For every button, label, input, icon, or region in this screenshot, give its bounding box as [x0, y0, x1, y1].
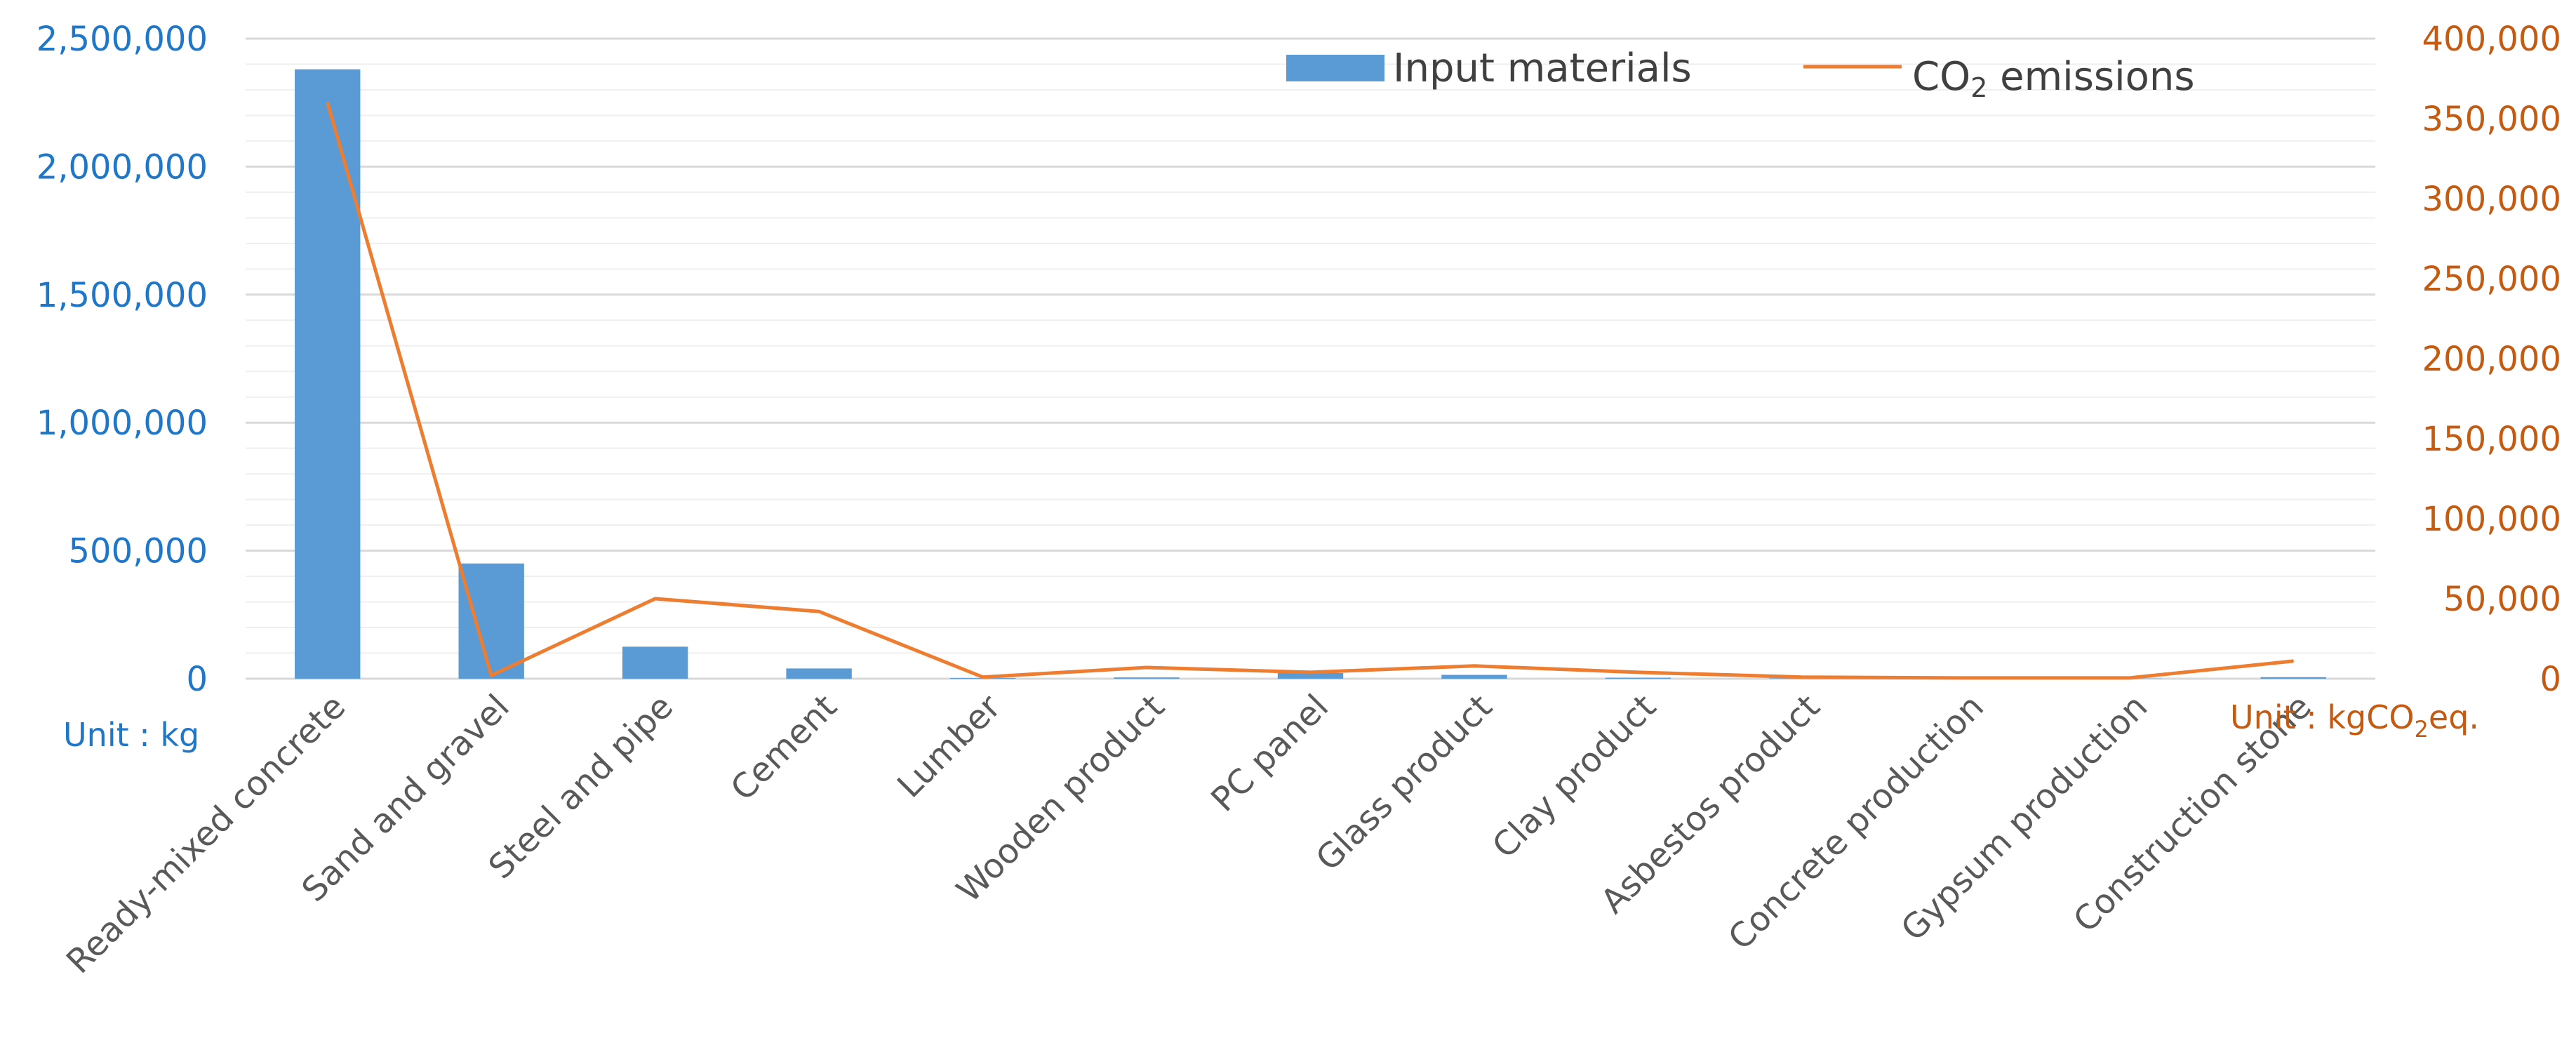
- point-pc-panel: [1309, 671, 1312, 673]
- legend-co2-sub: 2: [1970, 72, 1987, 103]
- bar-wooden-product: [1114, 677, 1180, 679]
- point-construction-stone: [2293, 660, 2295, 662]
- category-label-lumber: Lumber: [890, 687, 1008, 806]
- point-gypsum-production: [2128, 677, 2130, 679]
- legend: Input materials CO2 emissions: [1286, 46, 2195, 103]
- left-tick-label: 0: [186, 660, 208, 699]
- point-glass-product: [1473, 665, 1475, 667]
- point-asbestos-product: [1801, 676, 1803, 678]
- legend-co2-suffix: emissions: [1987, 54, 2194, 100]
- left-axis-unit-label: Unit : kg: [63, 716, 199, 754]
- left-tick-label: 1,000,000: [36, 404, 208, 443]
- legend-label-input-materials: Input materials: [1393, 46, 1692, 91]
- point-cement: [818, 611, 820, 613]
- right-tick-label: 50,000: [2443, 580, 2561, 619]
- right-unit-suffix: eq.: [2429, 698, 2479, 736]
- left-tick-label: 2,000,000: [36, 147, 208, 187]
- point-concrete-production: [1965, 677, 1967, 679]
- right-tick-label: 400,000: [2422, 20, 2562, 59]
- bar-glass-product: [1441, 674, 1507, 679]
- right-tick-label: 350,000: [2422, 100, 2562, 139]
- right-axis-unit-label: Unit : kgCO2eq.: [2230, 698, 2479, 743]
- category-label-cement: Cement: [723, 687, 845, 809]
- point-sand-and-gravel: [490, 674, 493, 677]
- bar-cement: [786, 668, 852, 679]
- right-tick-label: 100,000: [2422, 500, 2562, 539]
- co2-emissions-line: [326, 102, 2294, 680]
- left-tick-label: 1,500,000: [36, 276, 208, 315]
- right-tick-label: 300,000: [2422, 180, 2562, 219]
- gridlines: [246, 37, 2375, 680]
- bar-pc-panel: [1277, 672, 1344, 679]
- point-ready-mixed-concrete: [326, 102, 328, 104]
- bar-sand-and-gravel: [458, 563, 524, 679]
- category-label-clay-product: Clay product: [1485, 687, 1664, 866]
- right-tick-label: 250,000: [2422, 260, 2562, 299]
- right-tick-label: 0: [2540, 660, 2561, 699]
- bar-clay-product: [1605, 677, 1671, 679]
- right-tick-label: 150,000: [2422, 420, 2562, 459]
- legend-co2-prefix: CO: [1912, 54, 1970, 100]
- category-label-pc-panel: PC panel: [1203, 687, 1336, 820]
- right-tick-label: 200,000: [2422, 340, 2562, 379]
- bar-series-input-materials: [295, 69, 2326, 679]
- category-label-glass-product: Glass product: [1309, 687, 1500, 879]
- right-unit-prefix: Unit : kgCO: [2230, 698, 2415, 736]
- left-axis: 0 500,000 1,000,000 1,500,000 2,000,000 2,500…: [36, 20, 208, 699]
- left-tick-label: 2,500,000: [36, 20, 208, 59]
- right-unit-sub: 2: [2415, 716, 2429, 743]
- point-clay-product: [1637, 671, 1639, 673]
- point-steel-and-pipe: [654, 598, 656, 599]
- bar-steel-and-pipe: [622, 646, 688, 679]
- legend-label-co2-emissions: CO2 emissions: [1912, 54, 2195, 103]
- bar-construction-stone: [2260, 677, 2326, 679]
- left-tick-label: 500,000: [69, 532, 208, 571]
- point-wooden-product: [1146, 667, 1148, 669]
- line-series-co2-emissions: [326, 102, 2295, 680]
- bar-ready-mixed-concrete: [295, 69, 361, 679]
- right-axis: 0 50,000 100,000 150,000 200,000 250,000 300,0…: [2422, 20, 2562, 699]
- point-lumber: [982, 676, 984, 678]
- legend-marker-input-materials: [1286, 55, 1384, 81]
